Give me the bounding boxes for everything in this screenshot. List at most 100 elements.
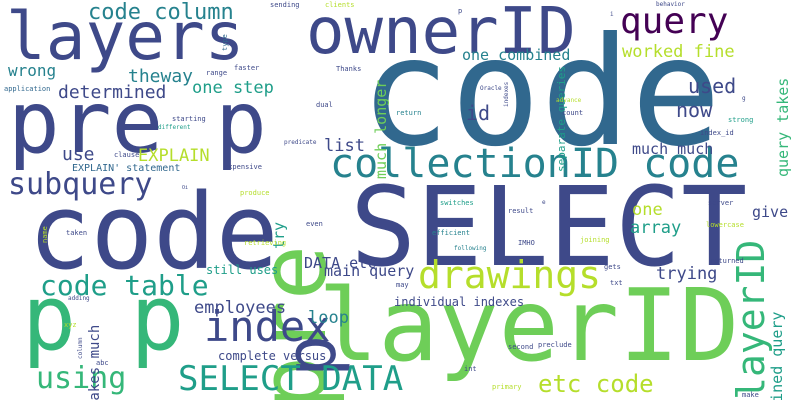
word: much longer — [372, 79, 390, 179]
word: application — [4, 85, 51, 93]
word: main query — [324, 262, 415, 280]
word: switches — [440, 199, 474, 207]
word: behavior — [656, 1, 685, 8]
word: index — [204, 302, 331, 351]
word: id — [466, 101, 491, 125]
word: one step — [192, 78, 274, 98]
word: expensive — [224, 163, 262, 171]
word: one combined — [462, 46, 571, 64]
word: txt — [610, 279, 623, 287]
word: taken — [66, 229, 88, 237]
word: make — [742, 391, 759, 399]
word: lowercase — [706, 221, 744, 229]
word: joining — [580, 236, 610, 244]
word: much much — [632, 140, 714, 158]
word: column — [77, 337, 84, 359]
word: i — [610, 11, 614, 18]
word: etc code — [538, 370, 654, 398]
word: faster — [234, 64, 260, 72]
word: predicate — [284, 139, 317, 146]
word: use — [62, 144, 95, 165]
word: separate queries — [555, 66, 568, 172]
word: theway — [128, 66, 194, 87]
word: layers — [6, 0, 245, 75]
word: using — [36, 361, 127, 396]
word: one — [632, 200, 663, 220]
word: code table — [40, 269, 209, 302]
word: Oracle — [480, 85, 502, 92]
word: array — [630, 218, 682, 238]
word: following — [454, 245, 487, 252]
word: index_id — [700, 129, 734, 137]
word: query takes — [774, 77, 792, 177]
word: individual indexes — [394, 295, 525, 309]
word: combined query — [768, 311, 786, 400]
word: clause — [114, 151, 140, 159]
word: range — [206, 69, 228, 77]
word: now — [676, 98, 713, 122]
word: complete versus — [218, 349, 327, 363]
word: count — [562, 109, 584, 117]
word: primary — [492, 383, 522, 391]
word: DATA etc — [304, 254, 377, 272]
word: p p — [22, 266, 185, 371]
word: trying — [656, 264, 718, 284]
word: strong — [728, 116, 754, 124]
word: even — [306, 220, 323, 228]
word: starting — [172, 115, 206, 123]
word: p — [458, 7, 463, 15]
word: code — [360, 6, 722, 180]
word: wrong — [8, 61, 57, 80]
word: loop — [308, 308, 349, 328]
word: drawings — [418, 253, 602, 297]
word: Thanks — [336, 65, 362, 73]
word: server — [708, 199, 734, 207]
word: still uses — [206, 263, 279, 277]
word: xyz — [64, 321, 77, 329]
word: code column — [88, 0, 234, 25]
word: ownerID — [306, 0, 576, 69]
word: query — [620, 1, 729, 42]
word: worked fine — [622, 42, 735, 62]
word: employees — [194, 298, 287, 318]
word: collectionID code — [330, 141, 740, 187]
word: type — [221, 34, 229, 51]
word: retrieving — [244, 239, 287, 247]
word: g — [742, 95, 746, 102]
word: result — [508, 207, 534, 215]
word: Oi — [182, 185, 189, 191]
word: sending — [270, 1, 300, 9]
word: gets — [604, 263, 621, 271]
word: different — [158, 124, 191, 131]
word: e — [542, 199, 546, 206]
word: code — [28, 171, 279, 293]
word: IMHO — [518, 239, 535, 247]
word: int — [464, 365, 477, 373]
word: list — [324, 136, 365, 156]
word: EXPLAIN' statement — [72, 163, 181, 174]
word: used — [688, 74, 737, 98]
word: efficient — [432, 229, 470, 237]
word: SELECT — [350, 163, 748, 291]
word: dual — [316, 101, 333, 109]
word: produce — [240, 189, 270, 197]
word: return — [396, 109, 422, 117]
word: second — [508, 343, 534, 351]
word: abc — [96, 359, 109, 367]
word: determined — [58, 82, 167, 103]
word: clients — [325, 1, 355, 9]
word: returned — [710, 257, 744, 265]
word: layerID — [318, 267, 740, 384]
word: EXPLAIN — [138, 146, 210, 166]
word: name — [41, 226, 49, 243]
word: may — [396, 281, 409, 289]
word: SELECT DATA — [178, 359, 404, 399]
word: pre p — [8, 73, 267, 173]
word: subquery — [8, 167, 153, 202]
word: indexes — [503, 81, 510, 107]
word: advance — [556, 97, 582, 104]
word: adding — [68, 295, 90, 302]
word: give — [752, 203, 789, 221]
word: preclude — [538, 341, 572, 349]
